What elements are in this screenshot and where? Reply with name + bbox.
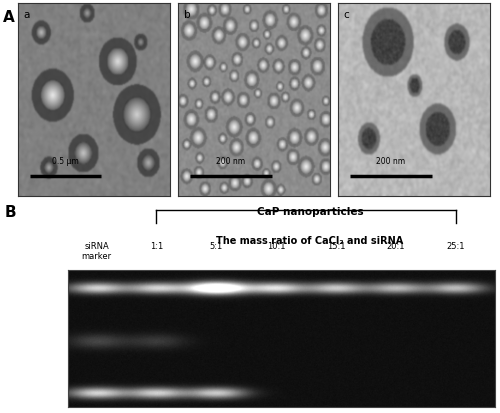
Text: b: b bbox=[184, 10, 190, 20]
Text: 25:1: 25:1 bbox=[446, 241, 465, 250]
Text: CaP nanoparticles: CaP nanoparticles bbox=[256, 206, 364, 216]
Text: 15:1: 15:1 bbox=[326, 241, 345, 250]
Text: The mass ratio of CaCl₂ and siRNA: The mass ratio of CaCl₂ and siRNA bbox=[216, 235, 404, 245]
Text: 200 nm: 200 nm bbox=[216, 157, 246, 166]
Text: 20:1: 20:1 bbox=[386, 241, 405, 250]
Text: siRNA
marker: siRNA marker bbox=[82, 241, 112, 261]
Text: A: A bbox=[2, 10, 14, 25]
Text: 0.5 μm: 0.5 μm bbox=[52, 157, 79, 166]
Text: 1:1: 1:1 bbox=[150, 241, 163, 250]
Text: 10:1: 10:1 bbox=[267, 241, 285, 250]
Text: 200 nm: 200 nm bbox=[376, 157, 406, 166]
Text: c: c bbox=[344, 10, 349, 20]
Text: 5:1: 5:1 bbox=[210, 241, 223, 250]
Text: B: B bbox=[5, 204, 16, 219]
Text: a: a bbox=[24, 10, 30, 20]
